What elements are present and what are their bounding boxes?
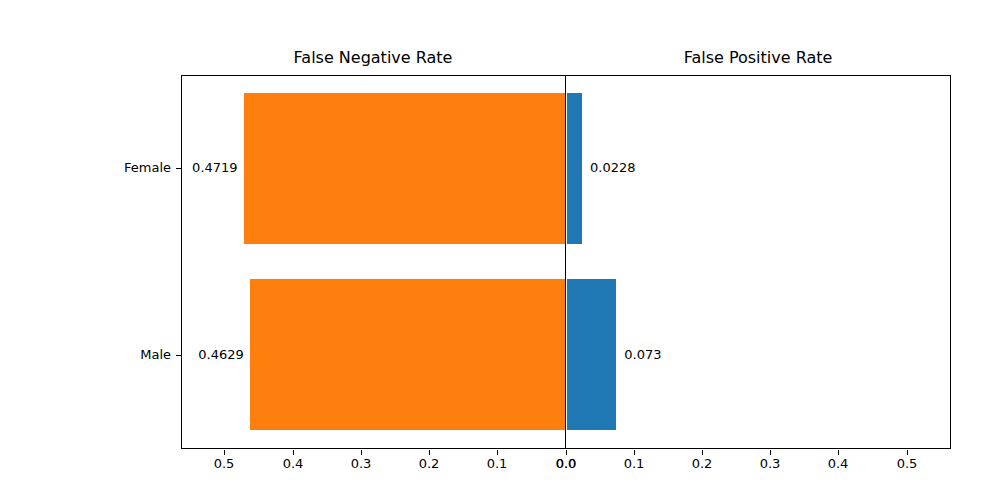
x-tick-label-left-0.2: 0.2 (389, 456, 469, 471)
x-tick-left-0.1 (497, 450, 498, 455)
bar-female-fnr (244, 93, 566, 244)
x-tick-label-left-0.4: 0.4 (253, 456, 333, 471)
y-tick-label-female: Female (91, 160, 171, 175)
figure: False Negative Rate False Positive Rate … (0, 0, 1000, 500)
y-tick-male (176, 355, 181, 356)
right-subplot-title: False Positive Rate (684, 49, 833, 67)
x-tick-label-left-0.3: 0.3 (321, 456, 401, 471)
x-tick-right-0.0 (566, 450, 567, 455)
bar-male-fpr (567, 279, 617, 430)
x-tick-right-0.5 (907, 450, 908, 455)
left-subplot-title: False Negative Rate (294, 49, 453, 67)
x-tick-left-0.3 (361, 450, 362, 455)
x-tick-label-right-0.5: 0.5 (867, 456, 947, 471)
x-tick-left-0.2 (429, 450, 430, 455)
y-tick-female (176, 168, 181, 169)
x-tick-left-0.5 (224, 450, 225, 455)
x-tick-right-0.1 (634, 450, 635, 455)
y-tick-label-male: Male (91, 347, 171, 362)
bar-female-fpr (567, 93, 583, 244)
x-tick-label-left-0.1: 0.1 (457, 456, 537, 471)
value-label-fpr-male: 0.073 (624, 347, 661, 362)
x-tick-right-0.4 (838, 450, 839, 455)
x-tick-right-0.3 (770, 450, 771, 455)
x-tick-label-right-0.4: 0.4 (798, 456, 878, 471)
x-tick-left-0.4 (293, 450, 294, 455)
x-tick-right-0.2 (702, 450, 703, 455)
value-label-fpr-female: 0.0228 (590, 160, 636, 175)
bar-male-fnr (250, 279, 566, 430)
x-tick-label-left-0.5: 0.5 (184, 456, 264, 471)
